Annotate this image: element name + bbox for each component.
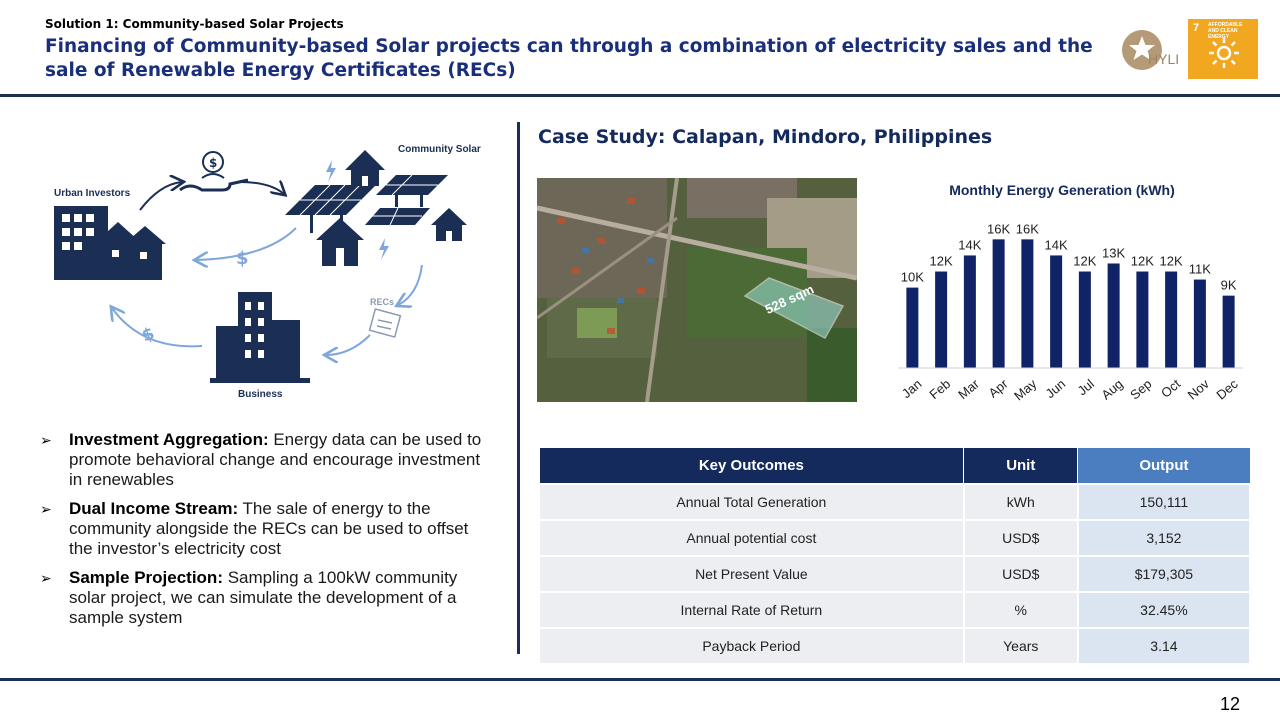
data-label: 12K: [1073, 254, 1096, 269]
bullet-arrow-icon: ➢: [40, 501, 52, 517]
page-number: 12: [1219, 694, 1240, 714]
column-header: Output: [1077, 447, 1251, 485]
bar-jul: [1078, 271, 1091, 368]
table-cell: %: [962, 591, 1079, 629]
table-cell: 32.45%: [1076, 591, 1252, 629]
certificate-icon: [368, 308, 402, 338]
table-cell: kWh: [962, 483, 1079, 521]
header-rule: [0, 94, 1280, 97]
bar-aug: [1107, 263, 1120, 368]
x-tick-label: Aug: [1098, 376, 1125, 402]
x-tick-label: Mar: [955, 376, 982, 402]
bar-jan: [906, 287, 919, 368]
data-label: 12K: [1160, 254, 1183, 269]
table-cell: Payback Period: [538, 627, 965, 665]
coin-dollar: $: [209, 156, 217, 170]
urban-investors-label: Urban Investors: [54, 188, 131, 199]
bullet-arrow-icon: ➢: [40, 432, 52, 448]
financing-flow-diagram: Urban Investors $ Community Solar: [40, 130, 510, 410]
table-cell: Internal Rate of Return: [538, 591, 965, 629]
urban-investors-icon: [54, 206, 166, 280]
bar-sep: [1136, 271, 1149, 368]
lightning-icon: [326, 160, 389, 260]
data-label: 11K: [1189, 262, 1211, 277]
data-label: 14K: [958, 237, 981, 252]
sdg-7-badge: 7 AFFORDABLE AND CLEAN ENERGY: [1188, 19, 1258, 79]
section-subtitle: Solution 1: Community-based Solar Projec…: [45, 17, 344, 31]
sun-icon: [1209, 38, 1239, 68]
table-row: Net Present Value USD$ $179,305: [538, 555, 1252, 593]
x-tick-label: Jul: [1075, 376, 1097, 398]
dollar-icon: $: [236, 248, 249, 269]
x-tick-label: Jan: [899, 376, 925, 401]
dollar-icon: $: [139, 324, 157, 347]
table-cell: USD$: [962, 555, 1079, 593]
bullet-item: ➢ Dual Income Stream: The sale of energy…: [40, 499, 469, 558]
investment-hand-icon: $: [179, 151, 249, 192]
chart-title: Monthly Energy Generation (kWh): [949, 182, 1175, 198]
case-study-title: Case Study: Calapan, Mindoro, Philippine…: [538, 126, 993, 148]
bullet-arrow-icon: ➢: [40, 570, 52, 586]
page-title: Financing of Community-based Solar proje…: [45, 36, 1093, 81]
table-row: Payback Period Years 3.14: [538, 627, 1252, 665]
data-label: 16K: [987, 221, 1010, 236]
bar-nov: [1193, 279, 1206, 368]
table-cell: Annual Total Generation: [538, 483, 965, 521]
x-tick-label: Dec: [1213, 376, 1241, 403]
data-label: 12K: [1131, 254, 1154, 269]
business-label: Business: [238, 389, 283, 400]
x-tick-label: Sep: [1127, 376, 1154, 402]
table-row: Annual potential cost USD$ 3,152: [538, 519, 1252, 557]
data-label: 16K: [1016, 221, 1039, 236]
table-row: Internal Rate of Return % 32.45%: [538, 591, 1252, 629]
sdg-label: AFFORDABLE AND CLEAN ENERGY: [1208, 22, 1243, 40]
bar-mar: [963, 255, 976, 368]
community-solar-label: Community Solar: [398, 144, 481, 155]
logo-text: HYLI: [1148, 51, 1179, 67]
table-cell: Annual potential cost: [538, 519, 965, 557]
x-tick-label: Oct: [1158, 376, 1183, 401]
bar-oct: [1165, 271, 1178, 368]
data-label: 13K: [1102, 245, 1125, 260]
satellite-map-image: 528 sqm: [537, 178, 857, 402]
table-cell: Net Present Value: [538, 555, 965, 593]
x-tick-label: Feb: [926, 376, 953, 402]
footer-rule: [0, 678, 1280, 681]
bar-feb: [935, 271, 948, 368]
bullet-item: ➢ Investment Aggregation: Energy data ca…: [40, 430, 482, 489]
key-outcomes-table: Key Outcomes Unit Output Annual Total Ge…: [538, 447, 1252, 665]
bullet-list: ➢ Investment Aggregation: Energy data ca…: [40, 430, 490, 637]
monthly-generation-chart: Monthly Energy Generation (kWh) 10K Jan 12…: [878, 176, 1258, 416]
business-building-icon: [210, 292, 310, 383]
data-label: 9K: [1221, 278, 1237, 293]
column-divider: [517, 122, 520, 654]
table-cell: Years: [962, 627, 1079, 665]
hyli-logo: HYLI: [1118, 24, 1190, 80]
x-tick-label: Jun: [1043, 376, 1069, 401]
table-row: Annual Total Generation kWh 150,111: [538, 483, 1252, 521]
bar-jun: [1050, 255, 1063, 368]
table-cell: $179,305: [1076, 555, 1252, 593]
column-header: Unit: [963, 447, 1079, 485]
recs-label: RECs: [370, 297, 394, 307]
x-tick-label: May: [1011, 376, 1040, 404]
bar-dec: [1222, 295, 1235, 368]
data-label: 12K: [930, 254, 953, 269]
bar-apr: [992, 239, 1005, 368]
table-cell: USD$: [962, 519, 1079, 557]
table-cell: 150,111: [1076, 483, 1252, 521]
bar-may: [1021, 239, 1034, 368]
data-label: 14K: [1045, 237, 1068, 252]
x-tick-label: Apr: [986, 376, 1012, 401]
column-header: Key Outcomes: [538, 447, 965, 485]
site-area-marker: [743, 277, 845, 340]
data-label: 10K: [901, 270, 924, 285]
x-tick-label: Nov: [1185, 376, 1213, 403]
bullet-item: ➢ Sample Projection: Sampling a 100kW co…: [40, 568, 458, 627]
sdg-number: 7: [1193, 22, 1200, 34]
table-cell: 3,152: [1076, 519, 1252, 557]
table-cell: 3.14: [1076, 627, 1252, 665]
